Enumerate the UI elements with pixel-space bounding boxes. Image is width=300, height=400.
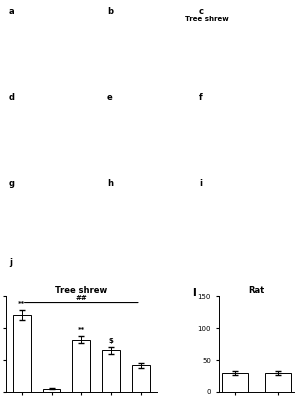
Bar [132, 365, 150, 392]
Text: c: c [199, 7, 204, 16]
Text: b: b [107, 7, 113, 16]
Title: Tree shrew: Tree shrew [55, 286, 107, 295]
Text: j: j [9, 258, 12, 267]
Text: **: ** [18, 301, 26, 307]
Text: g: g [9, 179, 15, 188]
Text: h: h [107, 179, 113, 188]
Bar [43, 389, 61, 392]
Bar [222, 373, 248, 392]
Text: $: $ [109, 338, 113, 344]
Title: Rat: Rat [248, 286, 265, 295]
Text: Tree shrew: Tree shrew [184, 16, 228, 22]
Text: a: a [9, 7, 14, 16]
Text: e: e [107, 93, 112, 102]
Text: l: l [192, 288, 196, 298]
Text: i: i [199, 179, 202, 188]
Bar [265, 373, 291, 392]
Bar [102, 350, 120, 392]
Text: d: d [9, 93, 15, 102]
Bar [13, 315, 31, 392]
Bar [72, 340, 90, 392]
Text: f: f [199, 93, 203, 102]
Text: **: ** [78, 326, 85, 332]
Text: ##: ## [75, 295, 87, 301]
